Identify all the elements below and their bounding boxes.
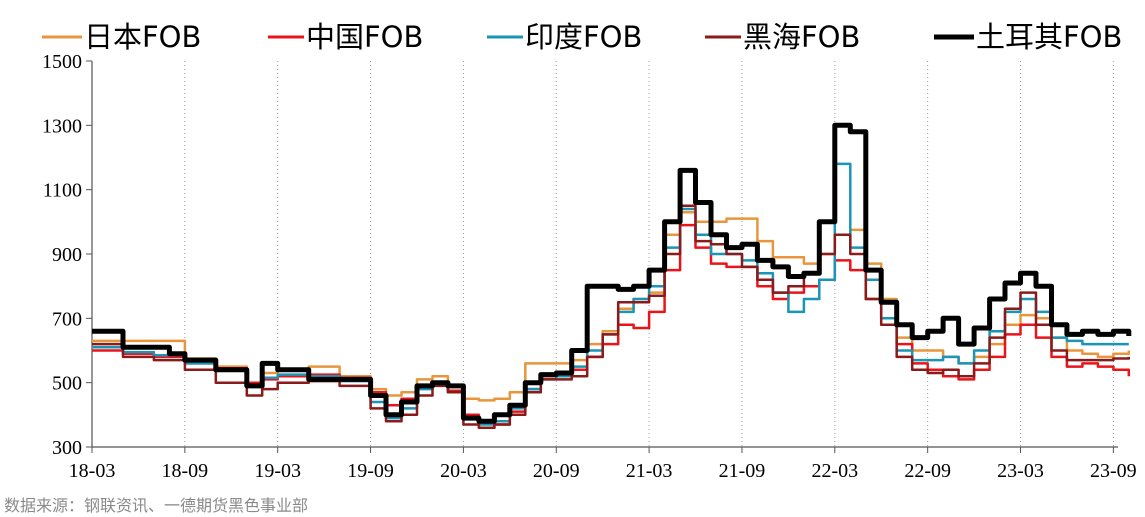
x-tick-label: 20-09 [533,460,580,482]
x-tick-label: 21-09 [719,460,766,482]
y-tick-label: 300 [52,437,82,459]
x-tick-label: 21-03 [626,460,673,482]
x-tick-label: 23-09 [1090,460,1137,482]
y-tick-label: 1100 [43,180,82,202]
legend-label: 土耳其FOB [976,20,1122,54]
y-tick-label: 1300 [42,115,82,137]
x-tick-label: 18-09 [162,460,209,482]
x-tick-label: 19-03 [254,460,301,482]
y-tick-label: 500 [52,373,82,395]
source-note: 数据来源：钢联资讯、一德期货黑色事业部 [4,496,309,515]
x-tick-label: 22-03 [811,460,858,482]
x-tick-label: 22-09 [904,460,951,482]
series-line-4 [92,204,1131,429]
x-tick-label: 23-03 [997,460,1044,482]
legend: 日本FOB 中国FOB 印度FOB 黑海FOB 土耳其FOB [42,20,1122,54]
x-tick-labels: 18-03 18-09 19-03 19-09 20-03 20-09 21-03 21-09… [69,447,1137,482]
y-tick-label: 1500 [42,51,82,73]
y-tick-label: 700 [52,308,82,330]
x-tick-label: 20-03 [440,460,487,482]
series-lines [92,122,1132,429]
x-tick-label: 18-03 [69,460,116,482]
x-tick-label: 19-09 [347,460,394,482]
legend-label: 黑海FOB [743,20,860,54]
y-tick-label: 900 [52,244,82,266]
legend-label: 中国FOB [306,20,423,54]
legend-label: 日本FOB [84,20,201,54]
legend-label: 印度FOB [525,20,642,54]
x-gridlines [184,61,1114,447]
series-line-5 [92,122,1132,424]
y-tick-labels: 300 500 700 900 1100 1300 1500 [42,51,92,459]
